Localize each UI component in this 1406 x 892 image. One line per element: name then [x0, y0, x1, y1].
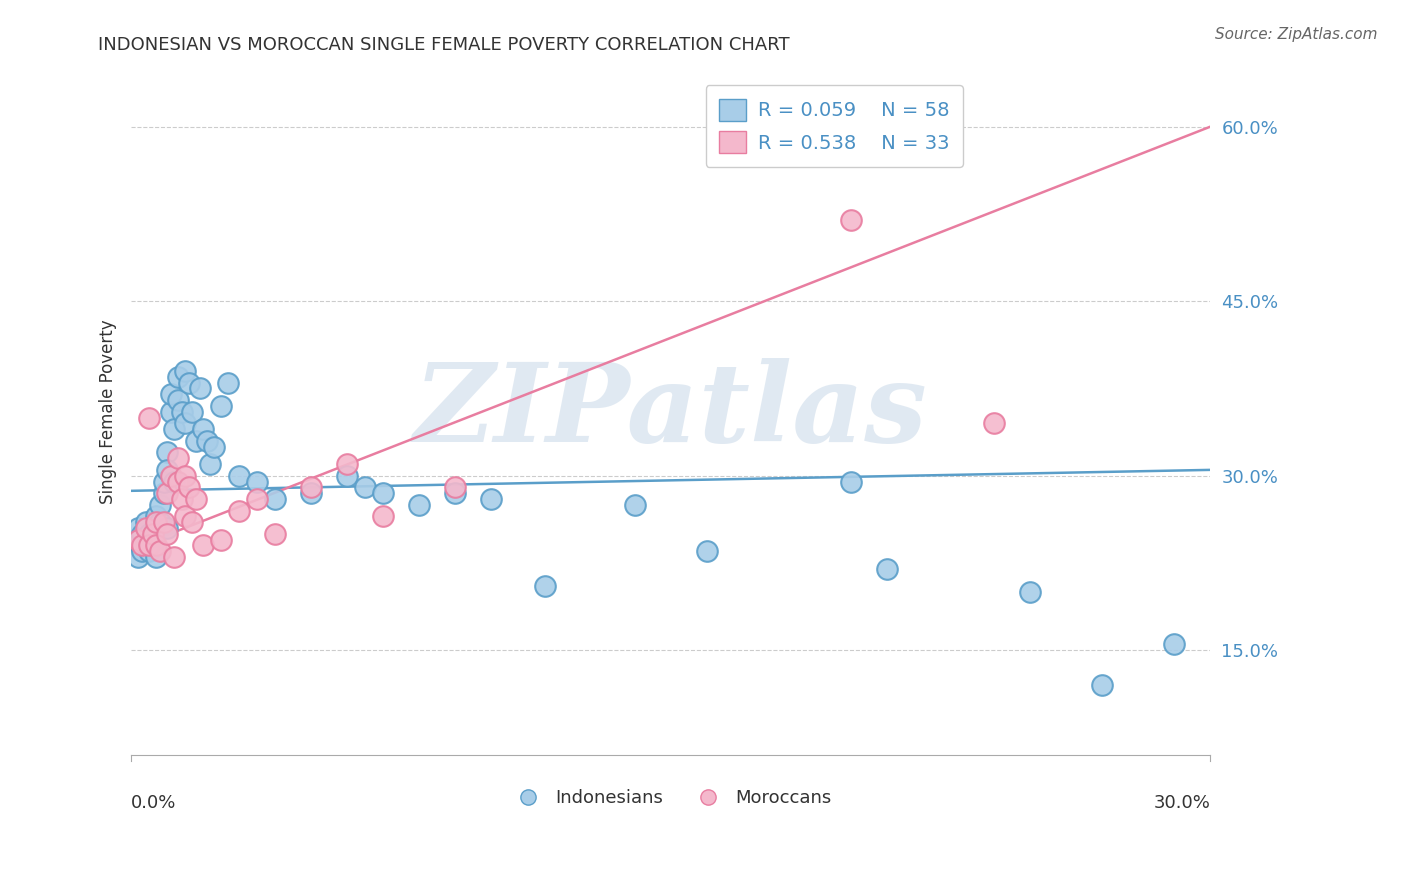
Point: [135, 515, 157, 529]
Point: [228, 503, 250, 517]
Point: [1019, 585, 1042, 599]
Point: [408, 498, 430, 512]
Point: [156, 527, 179, 541]
Text: INDONESIAN VS MOROCCAN SINGLE FEMALE POVERTY CORRELATION CHART: INDONESIAN VS MOROCCAN SINGLE FEMALE POV…: [98, 36, 790, 54]
Point: [138, 410, 160, 425]
Point: [299, 486, 322, 500]
Point: [156, 521, 179, 535]
Point: [246, 475, 269, 489]
Point: [124, 533, 146, 547]
Point: [145, 550, 167, 565]
Text: 30.0%: 30.0%: [1153, 794, 1211, 812]
Point: [371, 486, 394, 500]
Point: [202, 440, 225, 454]
Point: [163, 422, 186, 436]
Point: [209, 399, 232, 413]
Point: [444, 486, 467, 500]
Point: [159, 405, 181, 419]
Point: [149, 544, 172, 558]
Point: [193, 422, 215, 436]
Point: [152, 515, 174, 529]
Point: [167, 369, 190, 384]
Point: [177, 376, 200, 390]
Point: [142, 533, 165, 547]
Point: [135, 539, 157, 553]
Point: [138, 527, 160, 541]
Point: [145, 539, 167, 553]
Point: [209, 533, 232, 547]
Point: [163, 475, 186, 489]
Point: [839, 212, 862, 227]
Point: [138, 544, 160, 558]
Point: [188, 381, 211, 395]
Point: [193, 539, 215, 553]
Point: [696, 544, 718, 558]
Point: [142, 527, 165, 541]
Point: [264, 491, 287, 506]
Point: [138, 539, 160, 553]
Point: [149, 498, 172, 512]
Point: [131, 527, 153, 541]
Text: ZIPatlas: ZIPatlas: [413, 358, 928, 466]
Point: [336, 468, 359, 483]
Text: Source: ZipAtlas.com: Source: ZipAtlas.com: [1215, 27, 1378, 42]
Point: [479, 491, 502, 506]
Point: [159, 387, 181, 401]
Point: [371, 509, 394, 524]
Point: [163, 550, 186, 565]
Point: [152, 475, 174, 489]
Point: [195, 434, 218, 448]
Point: [156, 486, 179, 500]
Point: [177, 480, 200, 494]
Text: 0.0%: 0.0%: [131, 794, 177, 812]
Point: [170, 491, 193, 506]
Point: [184, 434, 207, 448]
Point: [145, 509, 167, 524]
Point: [131, 539, 153, 553]
Point: [127, 533, 149, 547]
Point: [174, 468, 197, 483]
Point: [131, 544, 153, 558]
Point: [217, 376, 239, 390]
Point: [167, 393, 190, 408]
Point: [149, 515, 172, 529]
Point: [1163, 637, 1185, 651]
Point: [156, 463, 179, 477]
Point: [127, 521, 149, 535]
Legend: Indonesians, Moroccans: Indonesians, Moroccans: [503, 782, 839, 814]
Point: [181, 515, 204, 529]
Point: [336, 457, 359, 471]
Point: [159, 468, 181, 483]
Point: [156, 445, 179, 459]
Point: [174, 509, 197, 524]
Point: [623, 498, 645, 512]
Point: [200, 457, 222, 471]
Point: [152, 486, 174, 500]
Point: [299, 480, 322, 494]
Point: [145, 521, 167, 535]
Point: [184, 491, 207, 506]
Point: [354, 480, 377, 494]
Point: [534, 579, 557, 593]
Point: [142, 539, 165, 553]
Point: [170, 405, 193, 419]
Point: [145, 515, 167, 529]
Point: [876, 562, 898, 576]
Y-axis label: Single Female Poverty: Single Female Poverty: [100, 319, 117, 504]
Point: [983, 417, 1005, 431]
Point: [127, 550, 149, 565]
Point: [167, 475, 190, 489]
Point: [135, 521, 157, 535]
Point: [174, 417, 197, 431]
Point: [264, 527, 287, 541]
Point: [181, 405, 204, 419]
Point: [246, 491, 269, 506]
Point: [839, 475, 862, 489]
Point: [228, 468, 250, 483]
Point: [1091, 678, 1114, 692]
Point: [444, 480, 467, 494]
Point: [167, 451, 190, 466]
Point: [174, 364, 197, 378]
